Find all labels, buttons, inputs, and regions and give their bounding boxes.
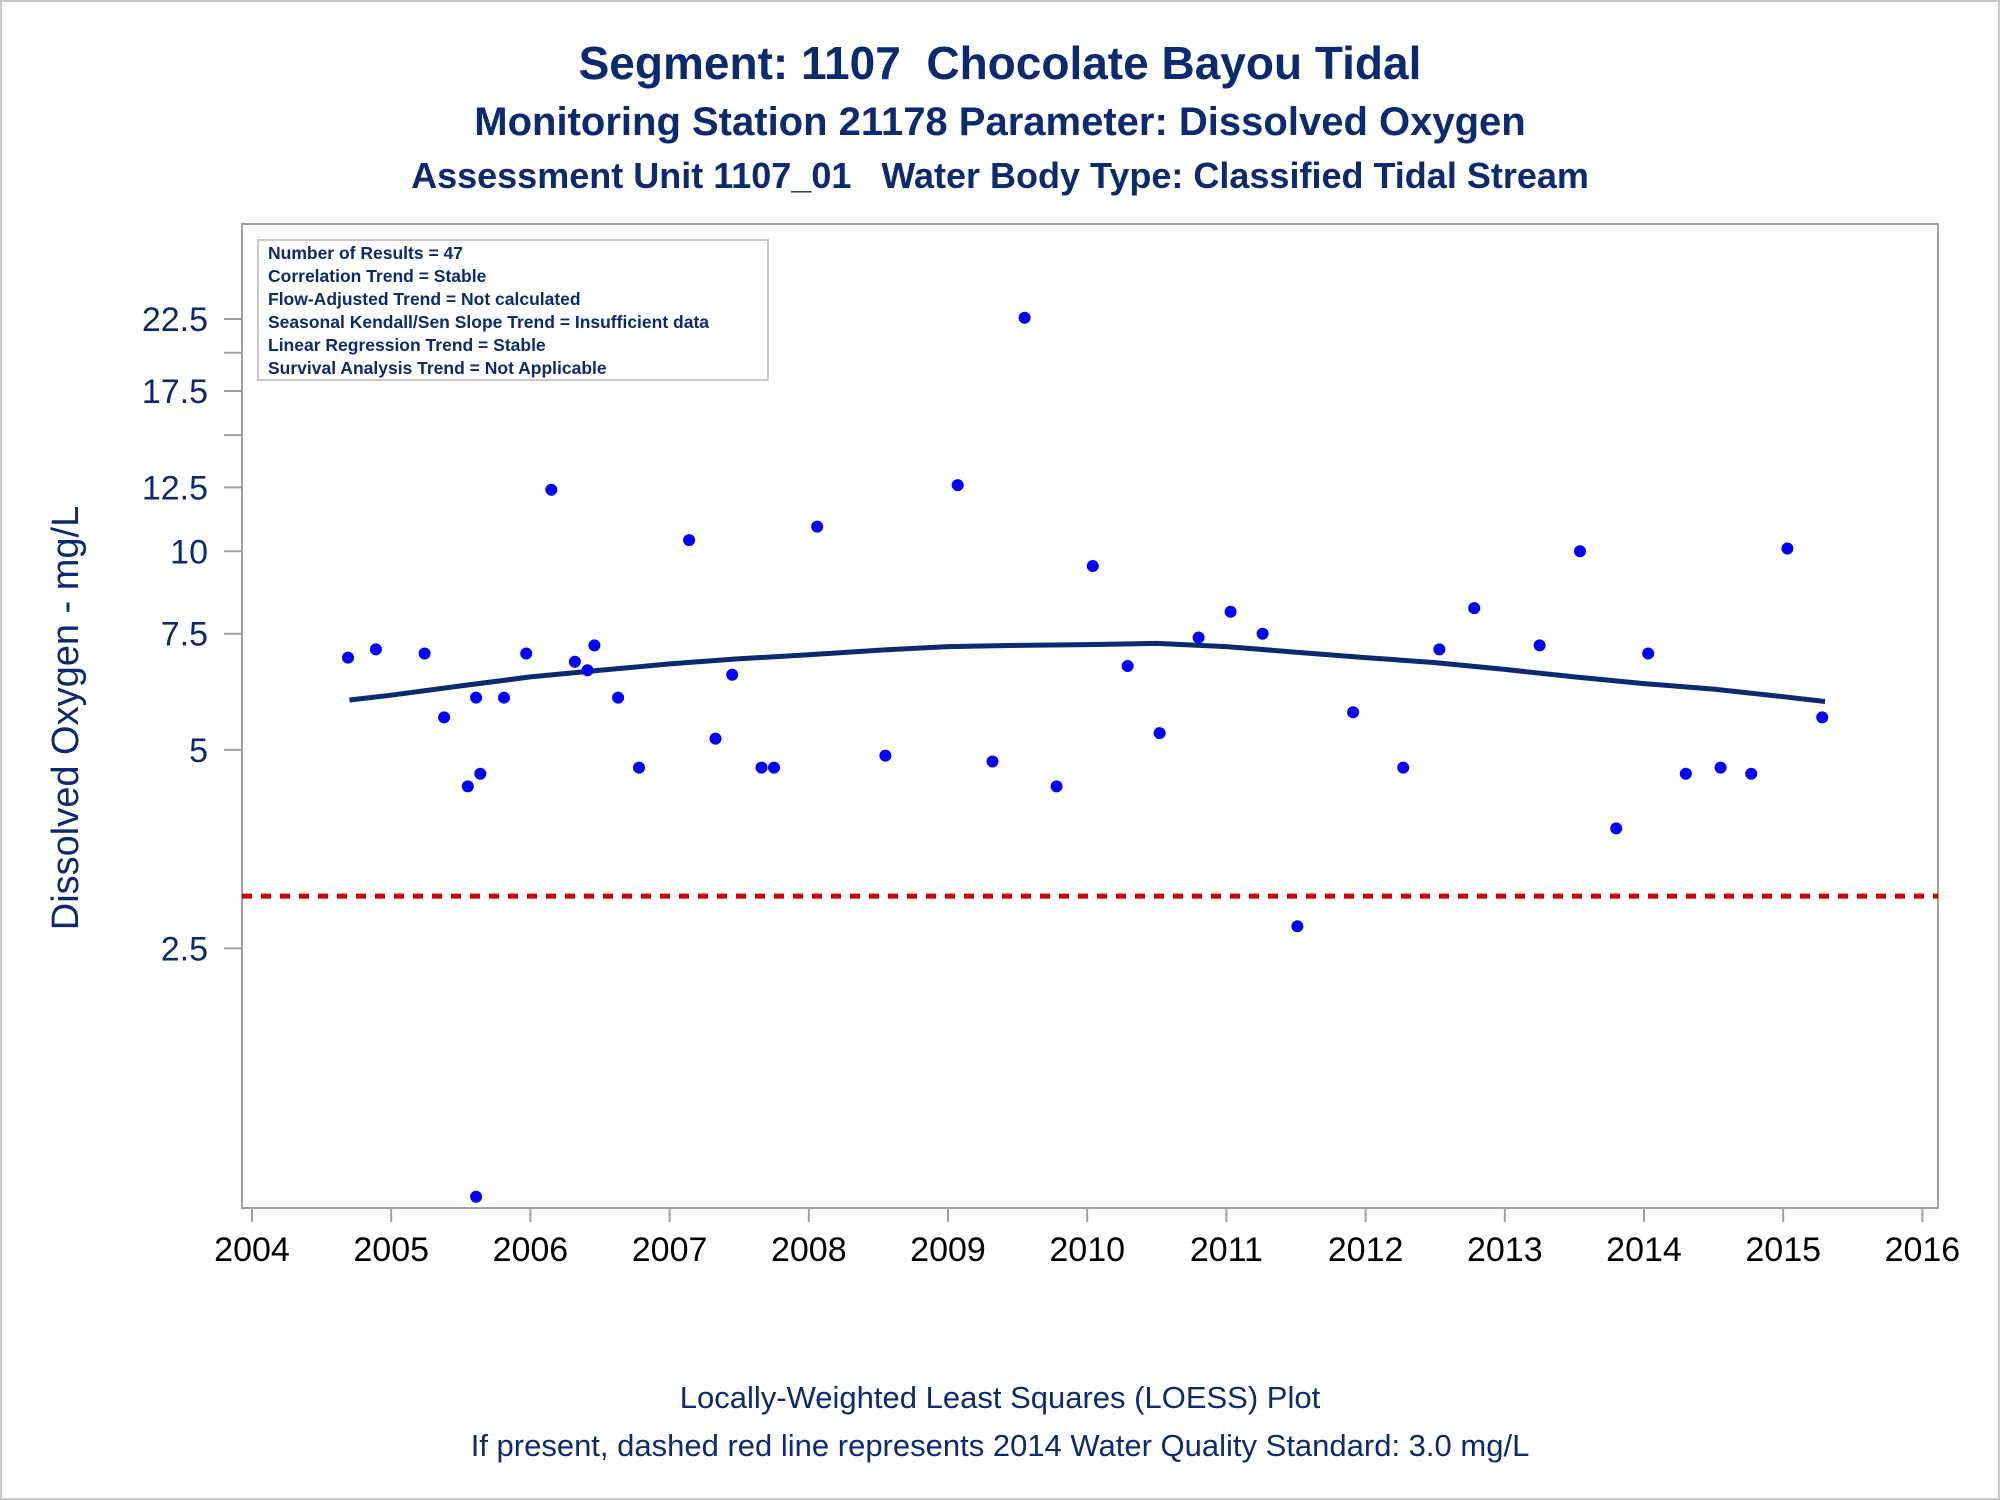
data-point: [709, 732, 722, 745]
loess-layer: [349, 640, 1826, 704]
data-point: [1745, 767, 1758, 780]
chart-subtitle-assessment-unit: Assessment Unit 1107_01 Water Body Type:…: [411, 155, 1589, 196]
data-point: [474, 767, 487, 780]
data-point: [879, 749, 892, 762]
footer-plot-description: Locally-Weighted Least Squares (LOESS) P…: [679, 1380, 1321, 1415]
y-tick-label-10: 10: [170, 533, 208, 571]
stat-number-of-results: Number of Results = 47: [268, 243, 463, 263]
data-point: [470, 691, 483, 704]
footer-standard-note: If present, dashed red line represents 2…: [470, 1428, 1530, 1463]
data-point: [1347, 706, 1360, 719]
stat-flow-adjusted-trend: Flow-Adjusted Trend = Not calculated: [268, 289, 581, 309]
data-point: [1679, 767, 1692, 780]
stat-survival-analysis-trend: Survival Analysis Trend = Not Applicable: [268, 358, 607, 378]
data-point: [461, 780, 474, 793]
trend-stats-box-border: [257, 239, 769, 381]
x-tick-label-2010: 2010: [1049, 1231, 1125, 1269]
x-tick-label-2013: 2013: [1467, 1231, 1543, 1269]
data-point: [612, 691, 625, 704]
data-point: [1050, 780, 1063, 793]
data-point: [1018, 311, 1031, 324]
data-point: [811, 520, 824, 533]
data-point: [1610, 822, 1623, 835]
y-tick-label-5: 5: [189, 732, 208, 770]
data-point: [1192, 631, 1205, 644]
data-point: [342, 651, 354, 664]
x-tick-label-2004: 2004: [214, 1231, 290, 1269]
data-point: [633, 761, 645, 774]
chart-subtitle-station: Monitoring Station 21178 Parameter: Diss…: [474, 100, 1526, 144]
data-point: [1291, 920, 1304, 933]
data-point: [683, 534, 696, 547]
chart-title: Segment: 1107 Chocolate Bayou Tidal: [578, 37, 1422, 89]
data-point: [520, 647, 533, 660]
data-point: [438, 711, 451, 724]
data-point: [755, 761, 768, 774]
data-points: [342, 311, 1829, 1203]
stat-linear-regression-trend: Linear Regression Trend = Stable: [268, 335, 546, 355]
data-point: [1468, 602, 1481, 615]
data-point: [726, 668, 739, 681]
trend-stats-box: Number of Results = 47 Correlation Trend…: [257, 239, 769, 381]
data-point: [498, 691, 510, 704]
x-tick-label-2008: 2008: [771, 1231, 847, 1269]
data-point: [1533, 639, 1546, 652]
data-point: [986, 755, 999, 768]
data-point: [1121, 660, 1134, 672]
x-tick-label-2015: 2015: [1745, 1231, 1821, 1269]
data-point: [568, 655, 581, 668]
data-point: [1224, 605, 1237, 618]
x-tick-label-2016: 2016: [1885, 1231, 1961, 1269]
data-point: [545, 483, 558, 496]
data-point: [1714, 761, 1727, 774]
y-tick-label-2.5: 2.5: [161, 930, 208, 968]
data-point: [1153, 727, 1166, 740]
y-tick-label-12.5: 12.5: [142, 469, 208, 507]
data-point: [470, 1190, 483, 1203]
x-tick-label-2009: 2009: [910, 1231, 986, 1269]
data-point: [1397, 761, 1410, 774]
y-tick-label-7.5: 7.5: [161, 616, 208, 654]
axes: 2004 2005 2006 2007 2008 2009 2010 2011 2012 2013…: [45, 223, 1961, 1269]
x-tick-label-2006: 2006: [493, 1231, 569, 1269]
data-point: [951, 479, 964, 492]
plot-area-border: [241, 223, 1939, 1209]
data-point: [418, 647, 431, 660]
data-point: [1574, 545, 1586, 558]
x-tick-label-2007: 2007: [632, 1231, 708, 1269]
data-point: [1433, 643, 1446, 656]
x-tick-label-2012: 2012: [1328, 1231, 1404, 1269]
data-point: [768, 761, 780, 774]
data-point: [369, 643, 382, 656]
stat-seasonal-kendall-trend: Seasonal Kendall/Sen Slope Trend = Insuf…: [268, 312, 709, 332]
data-point: [1781, 542, 1794, 555]
y-tick-label-22.5: 22.5: [142, 301, 208, 339]
x-tick-label-2005: 2005: [353, 1231, 429, 1269]
x-tick-label-2011: 2011: [1190, 1231, 1263, 1269]
loess-trend-line: [349, 640, 1826, 704]
y-axis-label: Dissolved Oxygen - mg/L: [45, 506, 87, 931]
y-tick-label-17.5: 17.5: [142, 373, 208, 411]
data-point: [1642, 647, 1655, 660]
data-point: [588, 639, 601, 652]
data-point: [1816, 711, 1829, 724]
data-point: [581, 664, 594, 677]
stat-correlation-trend: Correlation Trend = Stable: [268, 266, 487, 286]
data-point: [1086, 560, 1099, 572]
data-point: [1256, 627, 1269, 640]
x-tick-label-2014: 2014: [1606, 1231, 1682, 1269]
